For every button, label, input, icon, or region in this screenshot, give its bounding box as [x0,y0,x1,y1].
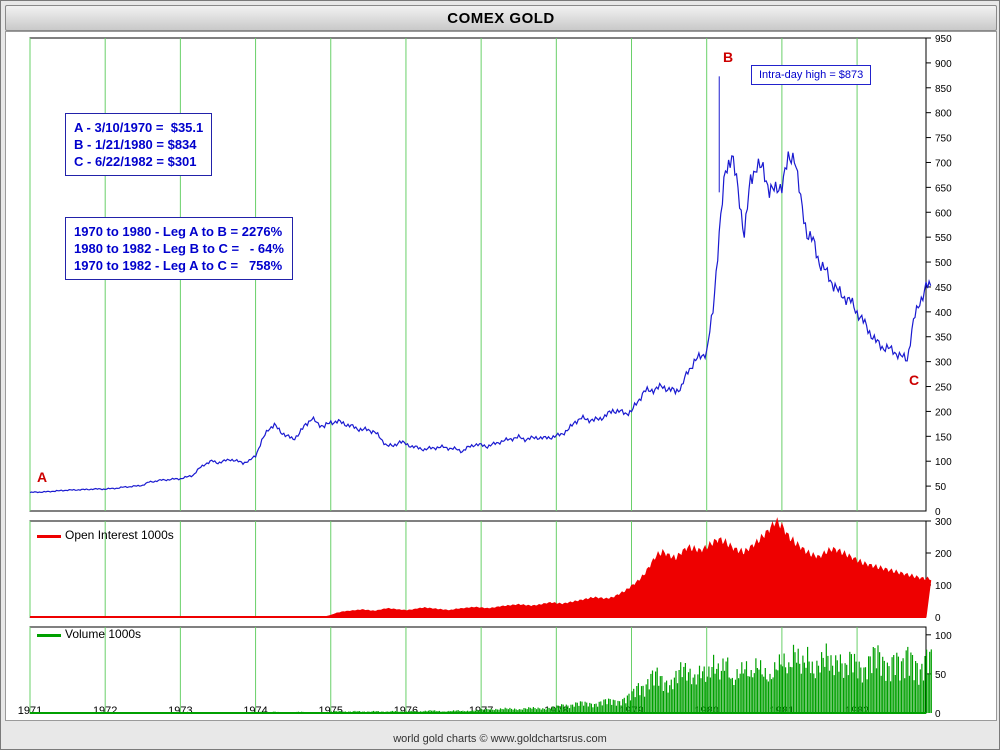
svg-text:150: 150 [935,432,952,443]
svg-text:100: 100 [935,631,952,642]
svg-text:800: 800 [935,109,952,120]
marker-c: C [909,372,920,388]
svg-text:950: 950 [935,34,952,45]
svg-text:400: 400 [935,308,952,319]
svg-text:0: 0 [935,507,941,518]
volume-label: Volume 1000s [65,627,142,641]
svg-text:200: 200 [935,407,952,418]
volume-swatch [37,634,61,637]
svg-text:100: 100 [935,581,952,592]
svg-text:500: 500 [935,258,952,269]
svg-text:1971: 1971 [18,705,42,717]
window-titlebar: COMEX GOLD [5,5,997,31]
footer-credit: world gold charts © www.goldchartsrus.co… [393,733,607,745]
svg-text:50: 50 [935,670,947,681]
svg-text:550: 550 [935,233,952,244]
svg-text:700: 700 [935,158,952,169]
svg-text:450: 450 [935,283,952,294]
svg-text:1973: 1973 [168,705,192,717]
svg-text:200: 200 [935,549,952,560]
open-interest-swatch [37,535,61,538]
svg-text:250: 250 [935,383,952,394]
svg-text:50: 50 [935,482,947,493]
open-interest-label: Open Interest 1000s [65,528,174,542]
svg-text:100: 100 [935,457,952,468]
svg-text:900: 900 [935,59,952,70]
legs-note: 1970 to 1980 - Leg A to B = 2276% 1980 t… [65,217,293,280]
svg-text:0: 0 [935,709,941,718]
svg-text:1972: 1972 [93,705,117,717]
svg-text:300: 300 [935,358,952,369]
svg-text:1976: 1976 [394,705,418,717]
svg-text:0: 0 [935,613,941,624]
svg-text:650: 650 [935,183,952,194]
page-title: COMEX GOLD [447,9,555,27]
svg-text:1974: 1974 [243,705,267,717]
marker-a: A [37,469,48,485]
svg-text:350: 350 [935,333,952,344]
svg-text:750: 750 [935,134,952,145]
svg-text:850: 850 [935,84,952,95]
marker-b: B [723,49,734,65]
key-points-note: A - 3/10/1970 = $35.1 B - 1/21/1980 = $8… [65,113,213,176]
intraday-high-callout: Intra-day high = $873 [751,65,872,85]
svg-text:600: 600 [935,208,952,219]
svg-text:300: 300 [935,517,952,528]
